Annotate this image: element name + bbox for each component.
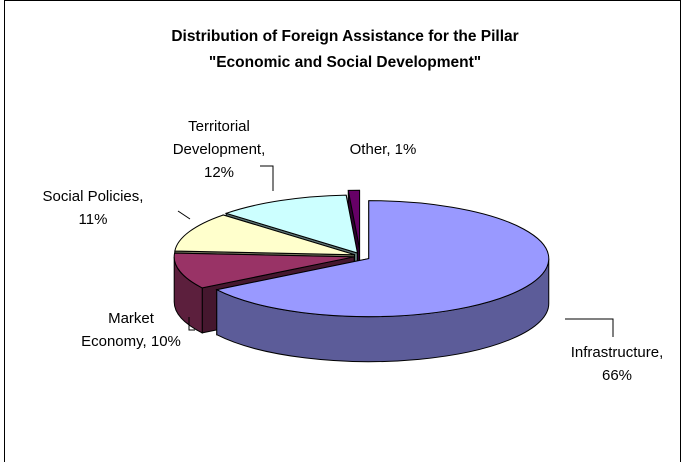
data-label-territorial-development: Territorial Development, 12% (173, 118, 266, 181)
pie-chart: Distribution of Foreign Assistance for t… (43, 28, 664, 384)
pie-slice-infrastructure (215, 200, 550, 318)
chart-area: Distribution of Foreign Assistance for t… (4, 0, 681, 462)
data-label-other: Other, 1% (350, 141, 417, 158)
pie-slice-social-policies (174, 214, 355, 256)
chart-title: Distribution of Foreign Assistance for t… (171, 28, 518, 45)
leader-line-market-economy (188, 317, 195, 331)
label-leader-lines (177, 165, 614, 337)
leader-line-infrastructure (565, 318, 614, 337)
data-label-territorial-development-line-2: Development, (173, 141, 266, 158)
data-label-other-line-1: Other, 1% (350, 141, 417, 158)
data-label-social-policies-line-2: 11% (79, 211, 108, 228)
data-label-infrastructure: Infrastructure, 66% (571, 344, 664, 384)
chart-subtitle: "Economic and Social Development" (209, 54, 481, 71)
pie-slice-tops (173, 189, 550, 318)
data-label-infrastructure-line-2: 66% (602, 367, 632, 384)
data-label-market-economy-line-2: Economy, 10% (81, 333, 181, 350)
data-label-social-policies: Social Policies, 11% (43, 188, 144, 228)
leader-line-social-policies (177, 210, 191, 220)
pie-slice-market-economy (173, 252, 355, 289)
data-label-market-economy: Market Economy, 10% (81, 310, 181, 350)
pie-slice-territorial-development (224, 194, 359, 254)
leader-line-territorial-development (260, 165, 274, 191)
data-label-social-policies-line-1: Social Policies, (43, 188, 144, 205)
pie-slice-other (347, 189, 361, 249)
data-label-territorial-development-line-3: 12% (204, 164, 234, 181)
data-label-market-economy-line-1: Market (108, 310, 155, 327)
data-label-territorial-development-line-1: Territorial (188, 118, 250, 135)
data-label-infrastructure-line-1: Infrastructure, (571, 344, 664, 361)
data-labels: Infrastructure, 66% Market Economy, 10% Soci… (43, 118, 664, 384)
